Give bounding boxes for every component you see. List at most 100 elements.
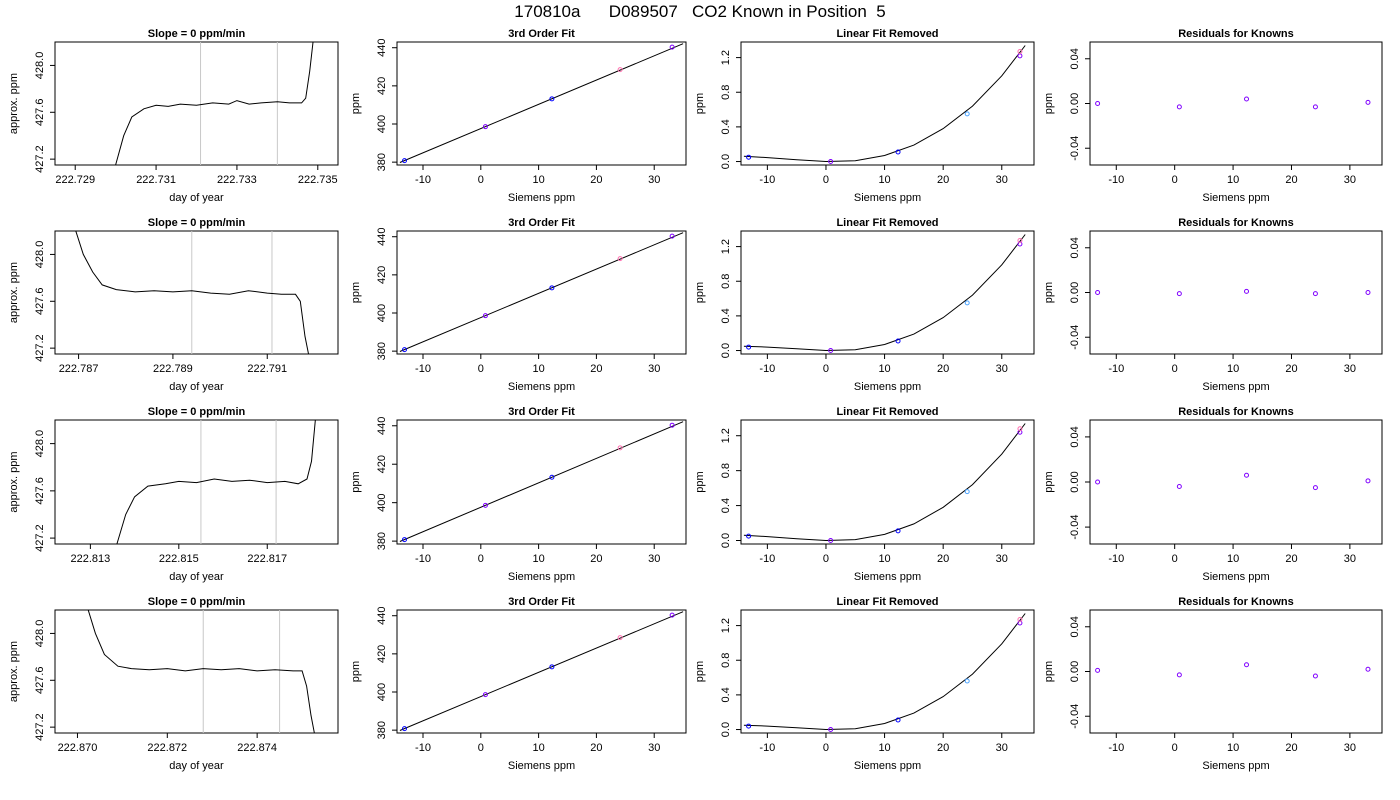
data-point xyxy=(669,422,675,428)
plot-frame xyxy=(54,609,339,734)
y-tick-label: 400 xyxy=(376,493,388,511)
panel-title: 3rd Order Fit xyxy=(508,217,575,229)
x-tick-label: 0 xyxy=(478,174,484,186)
y-tick-label: 1.2 xyxy=(720,50,732,65)
y-tick-label: -0.04 xyxy=(1069,704,1081,729)
x-tick-label: 30 xyxy=(996,363,1008,375)
plot-frame xyxy=(1089,230,1383,355)
data-point xyxy=(1095,667,1101,673)
x-tick-label: 0 xyxy=(823,174,829,186)
plot-frame xyxy=(54,41,339,166)
x-tick-label: 10 xyxy=(878,742,890,754)
y-tick-label: 427.2 xyxy=(34,145,46,173)
x-axis-label: Siemens ppm xyxy=(854,381,921,393)
x-tick-label: 222.789 xyxy=(153,363,193,375)
plot-frame xyxy=(1089,41,1383,166)
y-tick-label: 420 xyxy=(376,266,388,284)
y-tick-label: 440 xyxy=(376,39,388,57)
panel-title: Residuals for Knowns xyxy=(1178,406,1294,418)
x-axis-label: day of year xyxy=(169,571,224,583)
x-tick-label: 10 xyxy=(532,742,544,754)
panel-title: 3rd Order Fit xyxy=(508,596,575,608)
y-tick-label: 428.0 xyxy=(34,52,46,80)
data-point xyxy=(1017,49,1023,55)
data-point xyxy=(1312,104,1318,110)
fit-curve-line xyxy=(399,232,684,352)
x-tick-label: 30 xyxy=(996,742,1008,754)
y-axis-label: ppm xyxy=(694,282,706,303)
y-tick-label: 427.6 xyxy=(34,477,46,505)
x-tick-label: -10 xyxy=(415,553,431,565)
fit-curve-line xyxy=(743,423,1026,542)
panel-title: Slope = 0 ppm/min xyxy=(148,28,246,40)
plot-frame xyxy=(740,419,1035,545)
data-point xyxy=(617,635,623,641)
panel-title: Residuals for Knowns xyxy=(1178,596,1294,608)
plot-frame xyxy=(1089,609,1383,734)
y-tick-label: 427.2 xyxy=(34,713,46,741)
x-tick-label: -10 xyxy=(759,742,775,754)
x-tick-label: 30 xyxy=(996,553,1008,565)
data-point xyxy=(746,723,752,729)
x-tick-label: 30 xyxy=(648,742,660,754)
x-tick-label: 0 xyxy=(1172,363,1178,375)
x-tick-label: 0 xyxy=(1172,553,1178,565)
data-point xyxy=(402,726,408,732)
x-tick-label: 30 xyxy=(648,553,660,565)
x-tick-label: -10 xyxy=(415,174,431,186)
x-tick-label: -10 xyxy=(415,742,431,754)
data-point xyxy=(1365,478,1371,484)
y-tick-label: -0.04 xyxy=(1069,136,1081,161)
x-tick-label: 222.787 xyxy=(59,363,99,375)
data-point xyxy=(1176,291,1182,297)
data-point xyxy=(549,96,555,102)
data-point xyxy=(1095,479,1101,485)
x-tick-label: 222.791 xyxy=(247,363,287,375)
plot-frame xyxy=(396,419,687,545)
y-tick-label: 0.0 xyxy=(720,154,732,169)
data-trace-line xyxy=(116,420,316,544)
y-tick-label: 1.2 xyxy=(720,428,732,443)
x-tick-label: 30 xyxy=(1344,363,1356,375)
y-tick-label: 427.6 xyxy=(34,667,46,695)
y-tick-label: 0.00 xyxy=(1069,661,1081,682)
y-tick-label: 427.6 xyxy=(34,99,46,127)
x-tick-label: 0 xyxy=(478,742,484,754)
data-point xyxy=(549,285,555,291)
x-tick-label: 222.817 xyxy=(247,553,287,565)
x-tick-label: 20 xyxy=(590,742,602,754)
data-point xyxy=(482,502,488,508)
panel-title: Residuals for Knowns xyxy=(1178,217,1294,229)
x-axis-label: day of year xyxy=(169,760,224,772)
y-tick-label: 428.0 xyxy=(34,241,46,269)
y-tick-label: 0.8 xyxy=(720,463,732,478)
x-tick-label: 20 xyxy=(937,553,949,565)
data-point xyxy=(828,538,834,544)
x-tick-label: 20 xyxy=(590,174,602,186)
x-tick-label: 222.815 xyxy=(159,553,199,565)
y-axis-label: ppm xyxy=(1043,282,1055,303)
y-axis-label: approx. ppm xyxy=(8,451,20,512)
x-axis-label: Siemens ppm xyxy=(508,571,575,583)
x-tick-label: 222.733 xyxy=(217,174,257,186)
x-tick-label: -10 xyxy=(1108,553,1124,565)
y-tick-label: 0.4 xyxy=(720,308,732,323)
data-point xyxy=(482,313,488,319)
data-point xyxy=(482,124,488,130)
x-tick-label: 0 xyxy=(823,553,829,565)
x-axis-label: Siemens ppm xyxy=(1202,571,1269,583)
x-tick-label: 30 xyxy=(1344,553,1356,565)
y-tick-label: 0.04 xyxy=(1069,426,1081,447)
y-axis-label: ppm xyxy=(1043,93,1055,114)
y-tick-label: 380 xyxy=(376,721,388,739)
fit-curve-line xyxy=(743,234,1026,352)
x-tick-label: 10 xyxy=(532,363,544,375)
data-point xyxy=(1017,426,1023,432)
x-tick-label: 10 xyxy=(1227,553,1239,565)
data-point xyxy=(482,692,488,698)
panel-title: Slope = 0 ppm/min xyxy=(148,596,246,608)
plot-frame xyxy=(54,230,339,355)
data-point xyxy=(746,344,752,350)
y-axis-label: ppm xyxy=(350,282,362,303)
fit-curve-line xyxy=(743,613,1026,731)
